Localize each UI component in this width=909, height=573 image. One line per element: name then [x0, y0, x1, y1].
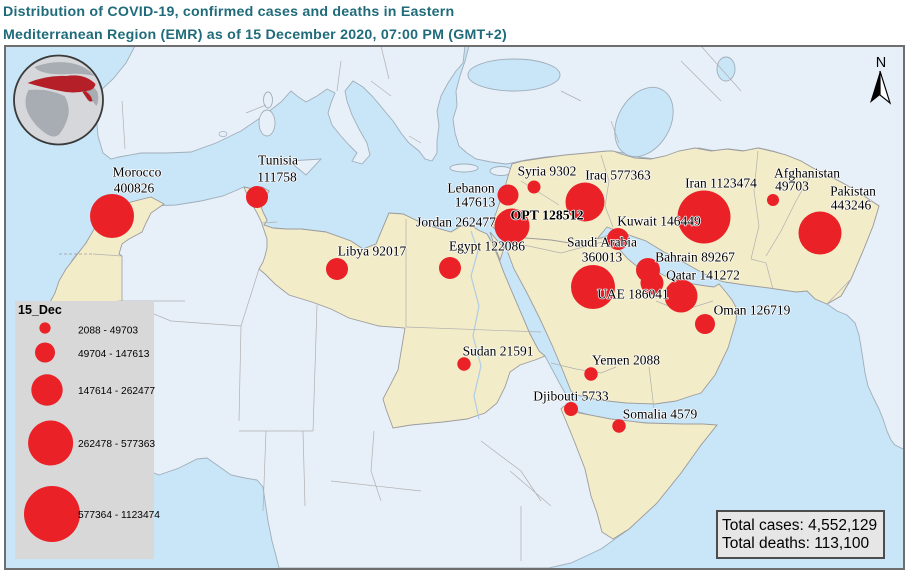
svg-text:262478 - 577363: 262478 - 577363 — [78, 439, 155, 450]
svg-text:Libya 92017: Libya 92017 — [338, 244, 407, 259]
svg-text:Oman 126719: Oman 126719 — [714, 303, 791, 318]
svg-text:2088 - 49703: 2088 - 49703 — [78, 325, 138, 336]
svg-text:Bahrain 89267: Bahrain 89267 — [655, 250, 735, 265]
svg-text:Iran 1123474: Iran 1123474 — [685, 176, 757, 191]
svg-text:Kuwait 146449: Kuwait 146449 — [617, 214, 701, 229]
svg-text:147613: 147613 — [455, 195, 496, 210]
svg-text:N: N — [876, 55, 886, 71]
svg-text:Jordan 262477: Jordan 262477 — [416, 215, 496, 230]
svg-text:577364 - 1123474: 577364 - 1123474 — [78, 510, 160, 521]
svg-text:Egypt 122086: Egypt 122086 — [449, 239, 525, 254]
svg-text:Total deaths: 113,100: Total deaths: 113,100 — [722, 535, 869, 552]
svg-text:Somalia 4579: Somalia 4579 — [623, 407, 698, 422]
svg-text:400826: 400826 — [114, 181, 155, 196]
svg-text:360013: 360013 — [582, 250, 623, 265]
svg-text:Saudi Arabia: Saudi Arabia — [567, 235, 637, 250]
svg-text:Total cases: 4,552,129: Total cases: 4,552,129 — [722, 517, 877, 534]
svg-text:111758: 111758 — [257, 170, 297, 185]
svg-text:Afghanistan: Afghanistan — [774, 166, 840, 181]
svg-text:443246: 443246 — [831, 198, 872, 213]
svg-text:Morocco: Morocco — [113, 165, 162, 180]
svg-text:Syria 9302: Syria 9302 — [518, 164, 577, 179]
svg-text:147614 - 262477: 147614 - 262477 — [78, 386, 155, 397]
svg-text:Djibouti 5733: Djibouti 5733 — [533, 389, 609, 404]
svg-text:Qatar 141272: Qatar 141272 — [666, 268, 740, 283]
svg-text:Iraq 577363: Iraq 577363 — [585, 168, 651, 183]
svg-text:UAE 186041: UAE 186041 — [597, 287, 669, 302]
svg-text:Sudan 21591: Sudan 21591 — [463, 344, 534, 359]
svg-text:15_Dec: 15_Dec — [18, 303, 62, 317]
svg-text:Tunisia: Tunisia — [258, 153, 298, 168]
svg-text:49703: 49703 — [775, 179, 809, 194]
svg-text:49704 - 147613: 49704 - 147613 — [78, 349, 150, 360]
svg-text:OPT 128512: OPT 128512 — [511, 208, 584, 223]
svg-text:Yemen 2088: Yemen 2088 — [592, 353, 660, 368]
svg-text:Pakistan: Pakistan — [830, 184, 876, 199]
svg-text:Lebanon: Lebanon — [447, 181, 494, 196]
